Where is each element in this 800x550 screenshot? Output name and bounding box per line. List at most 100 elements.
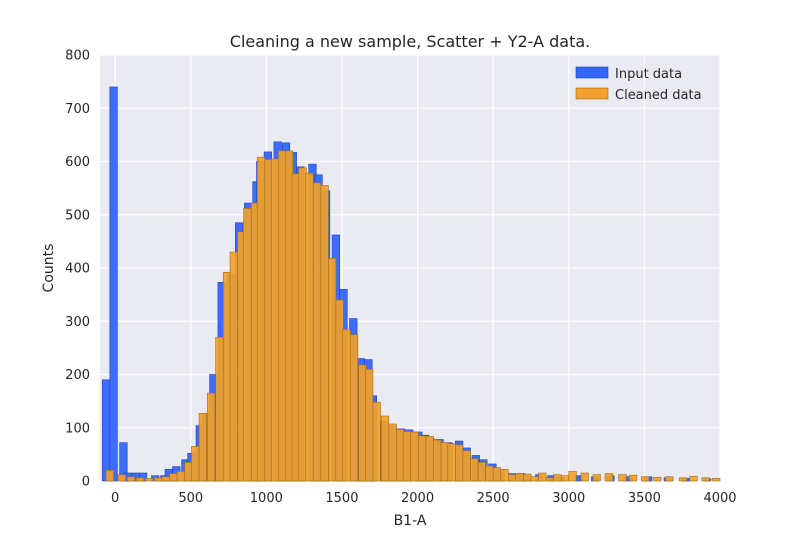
histogram-bar [117, 474, 127, 482]
histogram-bar [105, 470, 114, 482]
histogram-bar [320, 185, 329, 482]
histogram-bar [538, 472, 547, 482]
histogram-bar [592, 474, 601, 482]
histogram-bar [618, 474, 627, 482]
histogram-bar [515, 473, 524, 482]
histogram-bar [271, 158, 280, 482]
histogram-bar [604, 473, 613, 482]
histogram-bar [222, 271, 232, 482]
y-tick-label: 300 [65, 315, 90, 330]
y-tick-labels: 0 100 200 300 400 500 600 700 800 [65, 49, 90, 490]
legend-label-input: Input data [615, 67, 682, 82]
x-tick-label: 500 [178, 491, 203, 506]
y-axis-label: Counts [41, 244, 57, 293]
histogram-bar [530, 476, 539, 482]
x-tick-label: 4000 [703, 491, 736, 506]
histogram-bar [328, 258, 337, 482]
histogram-bar [305, 172, 314, 482]
histogram-bar [365, 368, 374, 482]
histogram-bar [665, 476, 674, 482]
histogram-bar [161, 476, 170, 482]
y-tick-label: 700 [65, 102, 90, 117]
histogram-bar [207, 392, 216, 482]
histogram-bar [455, 444, 464, 482]
y-tick-label: 200 [65, 368, 90, 383]
histogram-bar [198, 413, 207, 482]
histogram-bar [701, 477, 710, 482]
x-tick-label: 3000 [552, 491, 585, 506]
histogram-bar [145, 478, 154, 482]
histogram-bar [101, 379, 111, 482]
y-tick-label: 0 [82, 475, 90, 490]
histogram-bar [388, 423, 397, 482]
y-tick-label: 100 [65, 421, 90, 436]
histogram-bar [256, 156, 266, 482]
histogram-bar [507, 474, 517, 482]
x-tick-label: 1000 [250, 491, 283, 506]
legend-swatch-input [575, 66, 609, 79]
histogram-bar [580, 472, 589, 482]
histogram-bar [410, 431, 419, 482]
y-tick-label: 800 [65, 49, 90, 64]
chart-title: Cleaning a new sample, Scatter + Y2-A da… [230, 32, 590, 51]
histogram-bar [568, 471, 577, 482]
x-tick-label: 2000 [401, 491, 434, 506]
histogram-bar [284, 150, 294, 482]
histogram-bar [418, 435, 427, 482]
y-tick-label: 400 [65, 262, 90, 277]
histogram-bar [215, 336, 224, 482]
histogram-bar [291, 173, 300, 482]
x-tick-label: 0 [111, 491, 119, 506]
histogram-bar [298, 167, 307, 482]
histogram-bar [278, 150, 287, 482]
histogram-bar [184, 462, 193, 482]
x-tick-label: 3500 [628, 491, 661, 506]
histogram-bar [447, 443, 456, 482]
histogram-bar [358, 364, 367, 482]
histogram-bar [176, 471, 185, 482]
histogram-bar [425, 435, 434, 482]
histogram-bar [560, 475, 570, 482]
x-tick-labels: 0 500 1000 1500 2000 2500 3000 3500 4000 [111, 491, 737, 506]
histogram-bar [462, 450, 471, 482]
histogram-bar [470, 458, 479, 482]
legend: Input data Cleaned data [575, 66, 702, 103]
histogram-bar [678, 477, 688, 482]
histogram-bar [380, 415, 390, 482]
x-axis-label: B1-A [394, 513, 427, 529]
histogram-bar [440, 442, 449, 482]
legend-label-cleaned: Cleaned data [615, 88, 702, 103]
histogram-bar [312, 182, 322, 482]
histogram-bar [485, 465, 494, 482]
histogram-bar [523, 473, 532, 482]
y-tick-label: 600 [65, 155, 90, 170]
y-tick-label: 500 [65, 208, 90, 223]
histogram-bar [653, 476, 662, 482]
histogram-bar [191, 446, 200, 482]
histogram-bar [109, 86, 118, 482]
histogram-bar [553, 474, 562, 482]
histogram-bar [545, 477, 554, 482]
histogram-bar [335, 299, 344, 482]
histogram-bar [396, 429, 405, 482]
histogram-bar [402, 431, 412, 482]
histogram-bar [492, 467, 502, 482]
histogram-bar [126, 476, 136, 482]
histogram-bar [135, 477, 145, 482]
cleaned-data-bars [105, 150, 721, 482]
histogram-bar [243, 208, 252, 482]
histogram-bar [264, 159, 273, 482]
histogram-bar [229, 251, 238, 482]
legend-swatch-cleaned [575, 87, 609, 100]
histogram-bar [628, 474, 638, 482]
histogram-bar [477, 462, 486, 482]
histogram-bar [372, 401, 381, 482]
x-tick-label: 1500 [325, 491, 358, 506]
histogram-bar [641, 476, 650, 482]
histogram-bar [712, 478, 721, 482]
histogram-bar [500, 468, 509, 482]
histogram-bar [349, 334, 359, 482]
histogram-bar [433, 439, 442, 482]
histogram-bar [342, 328, 351, 482]
